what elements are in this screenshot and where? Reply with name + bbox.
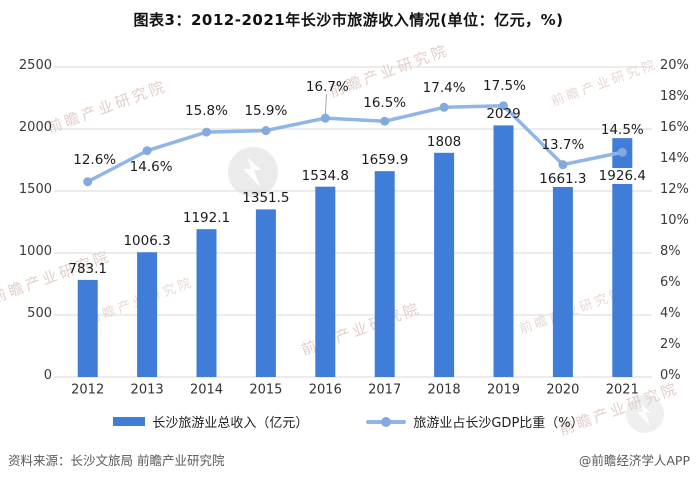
bar-2018 <box>434 152 455 377</box>
line-point-2012 <box>83 177 93 187</box>
legend-label-revenue: 长沙旅游业总收入（亿元） <box>152 416 309 431</box>
line-point-2020 <box>558 160 568 170</box>
legend-label-gdp-share: 旅游业占长沙GDP比重（%） <box>413 416 584 431</box>
bar-2019 <box>493 125 514 378</box>
legend-item-gdp-share: 旅游业占长沙GDP比重（%） <box>366 412 584 431</box>
bar-2014 <box>196 229 217 377</box>
line-point-2017 <box>380 116 390 126</box>
line-point-2019 <box>499 101 508 111</box>
gdp-share-line <box>85 104 625 184</box>
bar-2020 <box>552 170 573 377</box>
line-point-2013 <box>142 146 152 156</box>
callout-leader-line <box>324 94 327 116</box>
bar-series-swatch <box>113 417 146 426</box>
line-point-2015 <box>261 126 271 136</box>
bar-2012 <box>77 279 98 377</box>
chart-title: 图表3：2012-2021年长沙市旅游收入情况(单位：亿元，%) <box>133 11 564 29</box>
line-series-swatch <box>366 416 407 427</box>
line-point-2016 <box>320 113 330 123</box>
bar-2016 <box>315 186 336 377</box>
legend-item-revenue: 长沙旅游业总收入（亿元） <box>113 412 308 431</box>
bar-2017 <box>374 171 395 377</box>
bar-2021 <box>612 138 633 377</box>
line-point-2021 <box>617 147 627 157</box>
line-marker-dot <box>381 416 392 427</box>
brand-credit: @前瞻经济学人APP <box>578 453 690 468</box>
source-text: 资料来源：长沙文旅局 前瞻产业研究院 <box>8 453 225 468</box>
line-point-2018 <box>439 102 449 112</box>
bar-2013 <box>137 252 158 377</box>
bar-2015 <box>255 209 276 377</box>
line-point-2014 <box>202 127 211 137</box>
legend: 长沙旅游业总收入（亿元） 旅游业占长沙GDP比重（%） <box>0 412 697 431</box>
